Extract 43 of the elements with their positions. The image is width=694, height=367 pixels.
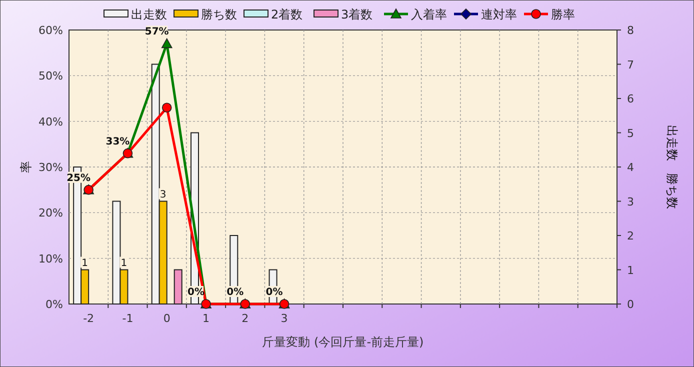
data-label: 1 xyxy=(120,258,128,269)
y2-tick-label: 8 xyxy=(627,24,634,37)
x-axis-title: 斤量変動 (今回斤量-前走斤量) xyxy=(262,335,424,349)
y2-axis-title: 出走数 勝ち数 xyxy=(665,125,679,209)
x-tick-label: -1 xyxy=(122,312,134,325)
y2-tick-label: 1 xyxy=(627,264,634,277)
data-label: 3 xyxy=(160,189,166,200)
y-tick-label: 40% xyxy=(38,115,63,128)
y-tick-label: 0% xyxy=(46,298,63,311)
y-tick-label: 60% xyxy=(38,24,63,37)
legend-label: 2着数 xyxy=(271,8,303,22)
data-label: 25% xyxy=(66,172,91,184)
x-tick-label: 3 xyxy=(280,312,288,325)
legend-label: 入着率 xyxy=(411,8,447,22)
y-tick-label: 50% xyxy=(38,70,63,83)
y-tick-label: 10% xyxy=(38,252,63,266)
x-tick-label: 0 xyxy=(163,312,170,325)
y-tick-label: 20% xyxy=(38,206,63,220)
x-tick-label: 1 xyxy=(202,312,210,325)
data-label: 0% xyxy=(266,287,283,298)
legend-label: 出走数 xyxy=(131,8,167,22)
x-tick-label: -2 xyxy=(83,312,94,325)
legend-label: 3着数 xyxy=(341,8,373,22)
y2-tick-label: 2 xyxy=(627,230,634,242)
point xyxy=(162,102,172,113)
y2-tick-label: 6 xyxy=(627,92,634,106)
bar xyxy=(174,269,182,304)
y2-tick-label: 5 xyxy=(627,126,634,140)
point xyxy=(161,38,172,48)
data-label: 33% xyxy=(106,136,130,148)
y2-tick-label: 7 xyxy=(627,58,634,72)
x-tick-label: 2 xyxy=(242,312,249,325)
data-label: 0% xyxy=(226,287,244,298)
y-axis-title: 率 xyxy=(19,161,33,173)
data-label: 57% xyxy=(144,26,169,38)
data-label: 1 xyxy=(82,258,88,269)
y-tick-label: 30% xyxy=(38,161,63,174)
y2-tick-label: 3 xyxy=(627,195,634,208)
y2-tick-label: 0 xyxy=(627,298,634,311)
y2-tick-label: 4 xyxy=(627,161,634,174)
legend-label: 連対率 xyxy=(481,8,517,22)
legend-label: 勝率 xyxy=(551,8,575,22)
legend-label: 勝ち数 xyxy=(201,8,237,22)
